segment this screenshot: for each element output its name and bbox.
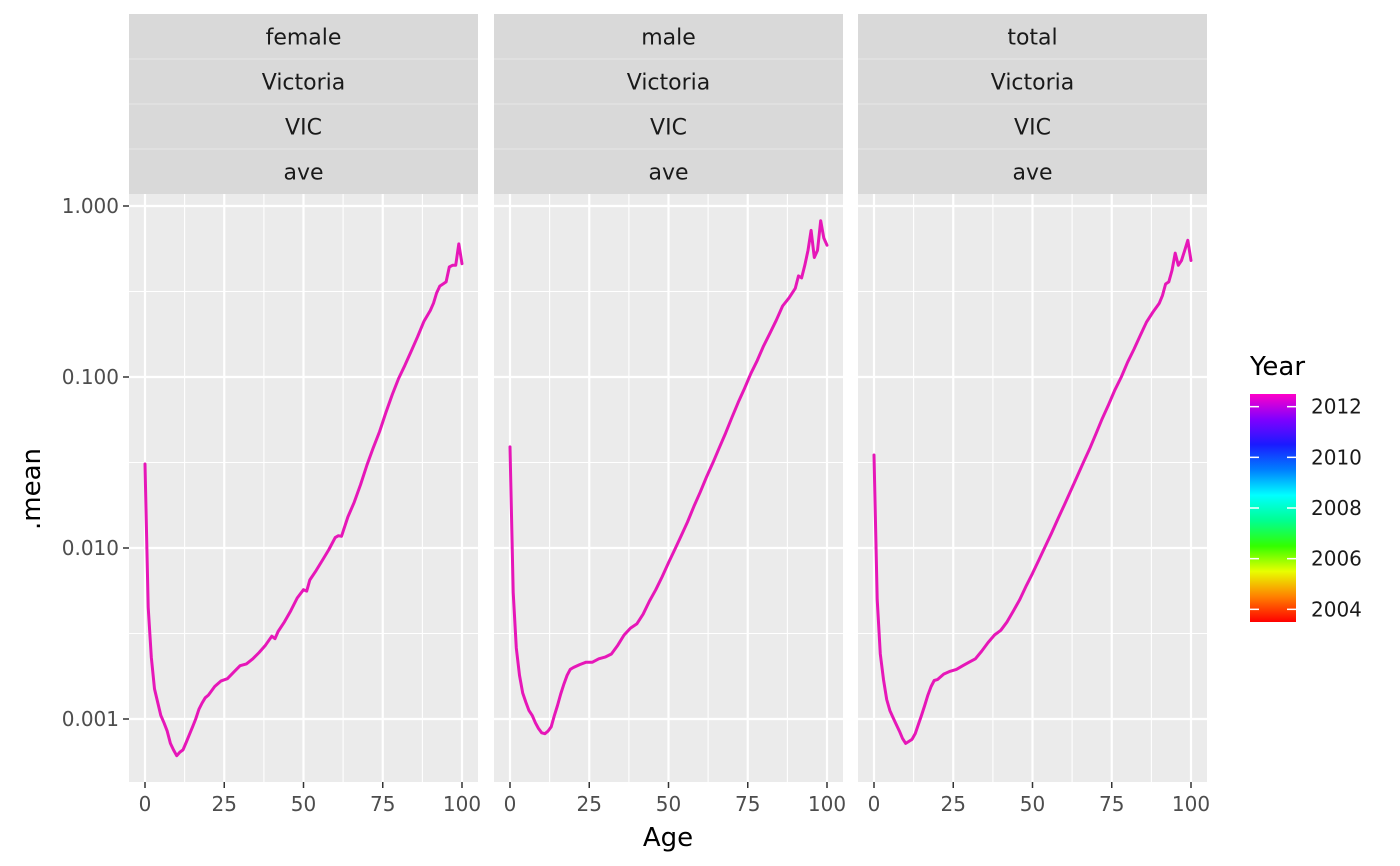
strip-background: [129, 149, 478, 194]
x-tick-label: 25: [577, 792, 602, 816]
strip-background: [494, 59, 843, 104]
y-tick-label: 0.100: [62, 365, 119, 389]
strip-label: female: [266, 26, 342, 51]
strip-background: [858, 104, 1207, 149]
strip-label: VIC: [650, 116, 687, 141]
y-axis-title: .mean: [17, 448, 47, 530]
strip-label: Victoria: [262, 71, 346, 96]
x-tick-label: 75: [370, 792, 395, 816]
x-tick-label: 75: [1099, 792, 1124, 816]
legend-tick-label: 2008: [1311, 496, 1362, 520]
x-tick-label: 100: [808, 792, 846, 816]
strip-background: [858, 14, 1207, 59]
y-tick-label: 1.000: [62, 194, 119, 218]
x-tick-label: 100: [1172, 792, 1210, 816]
strip-label: ave: [648, 161, 688, 186]
legend: Year 2004 2006 2008 2010 2012: [1249, 352, 1362, 622]
strip-background: [129, 104, 478, 149]
panel-male: male Victoria VIC ave 0 25 50 75 100: [494, 14, 846, 816]
x-tick-label: 50: [291, 792, 316, 816]
x-tick-label: 50: [656, 792, 681, 816]
strip-label: Victoria: [991, 71, 1075, 96]
strip-background: [129, 14, 478, 59]
strip-background: [129, 59, 478, 104]
x-tick-label: 75: [735, 792, 760, 816]
strip-label: total: [1007, 26, 1057, 51]
strip-background: [494, 149, 843, 194]
x-tick-label: 100: [443, 792, 481, 816]
legend-title: Year: [1249, 352, 1305, 382]
legend-tick-label: 2012: [1311, 395, 1362, 419]
y-tick-label: 0.001: [62, 707, 119, 731]
panels: female Victoria VIC ave 0 25 50 75 100 0.001 0.010…: [62, 14, 1210, 816]
strip-label: Victoria: [627, 71, 711, 96]
strip-background: [858, 149, 1207, 194]
strip-background: [858, 59, 1207, 104]
x-axis-title: Age: [643, 823, 693, 853]
x-tick-label: 0: [139, 792, 152, 816]
x-tick-label: 25: [212, 792, 237, 816]
legend-tick-label: 2006: [1311, 547, 1362, 571]
series-line-female: [143, 242, 464, 758]
x-tick-label: 0: [504, 792, 517, 816]
strip-background: [494, 14, 843, 59]
panel-total: total Victoria VIC ave 0 25 50 75 100: [858, 14, 1210, 816]
legend-ticks: 2004 2006 2008 2010 2012: [1250, 395, 1362, 621]
legend-tick-label: 2010: [1311, 445, 1362, 469]
strip-background: [494, 104, 843, 149]
strip-label: male: [641, 26, 696, 51]
x-tick-label: 25: [941, 792, 966, 816]
series-line-male: [508, 219, 829, 736]
x-tick-label: 50: [1020, 792, 1045, 816]
panel-female: female Victoria VIC ave 0 25 50 75 100 0.001 0.010…: [62, 14, 481, 816]
series-line-total: [872, 238, 1193, 745]
legend-tick-label: 2004: [1311, 597, 1362, 621]
strip-label: ave: [283, 161, 323, 186]
strip-label: ave: [1012, 161, 1052, 186]
x-tick-label: 0: [868, 792, 881, 816]
y-tick-label: 0.010: [62, 536, 119, 560]
strip-label: VIC: [285, 116, 322, 141]
strip-label: VIC: [1014, 116, 1051, 141]
